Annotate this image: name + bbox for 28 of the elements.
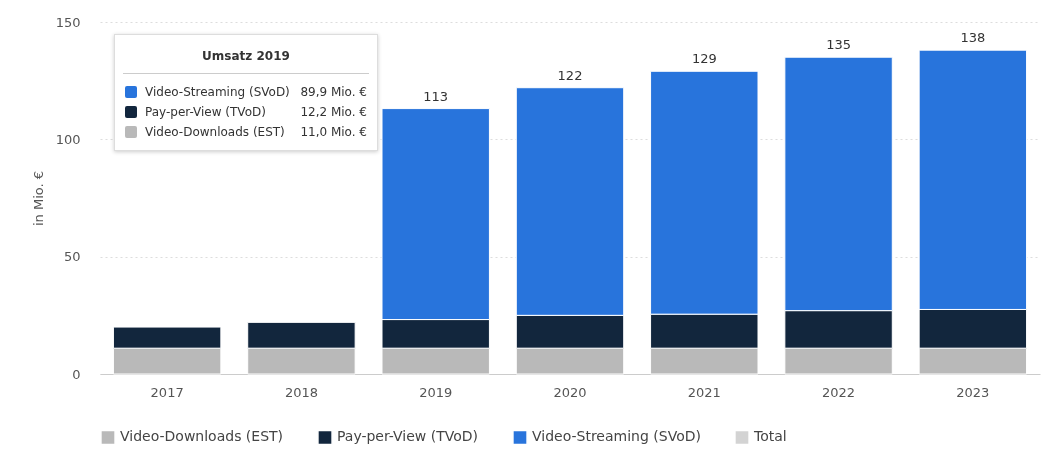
y-tick-label: 0 — [72, 366, 81, 382]
annotation: 89,9 Mio. € — [300, 85, 367, 99]
y-tick-label: 50 — [63, 249, 81, 265]
total-label: 135 — [826, 37, 851, 53]
legend-label: Video-Streaming (SVoD) — [145, 85, 291, 99]
text: Video-Downloads (EST) — [145, 125, 285, 139]
x-tick-label: 2018 — [284, 384, 318, 400]
annotation: Umsatz 2019 — [201, 48, 291, 65]
total-label: 122 — [557, 67, 583, 83]
annotation: 12,2 Mio. € — [300, 105, 367, 119]
x-tick-label: 2022 — [822, 384, 856, 400]
y-tick-label: 150 — [55, 14, 81, 30]
legend-label: Pay-per-View (TVoD) — [337, 428, 479, 445]
y-axis-title: in Mio. € — [30, 170, 46, 227]
legend-label: Video-Downloads (EST) — [120, 428, 284, 445]
total-label: 138 — [960, 30, 986, 46]
y-tick-label: 100 — [55, 131, 81, 147]
total-label: 113 — [423, 88, 449, 104]
legend-label: Total — [753, 428, 787, 445]
x-tick-label: 2019 — [419, 384, 453, 400]
text: Video-Streaming (SVoD) — [532, 428, 701, 445]
x-tick-label: 2023 — [956, 384, 990, 400]
x-tick-label: 2017 — [150, 384, 184, 400]
text: Pay-per-View (TVoD) — [145, 105, 266, 119]
x-tick-label: 2020 — [553, 384, 587, 400]
x-tick-label: 2021 — [687, 384, 721, 400]
total-label: 129 — [691, 51, 717, 67]
annotation: 11,0 Mio. € — [300, 125, 367, 139]
